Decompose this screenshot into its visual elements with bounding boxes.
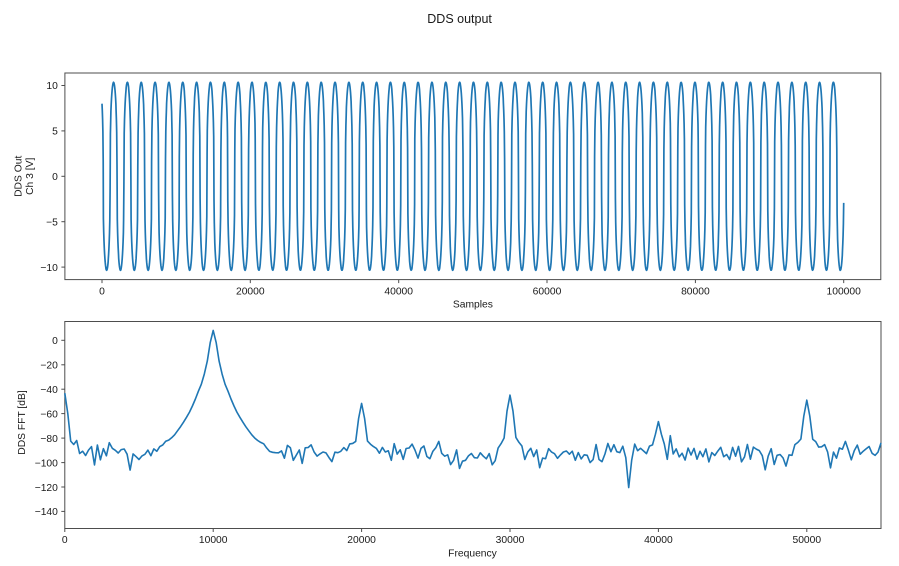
svg-text:20000: 20000 xyxy=(347,535,376,546)
svg-text:DDS Out: DDS Out xyxy=(13,156,24,197)
svg-text:−20: −20 xyxy=(40,361,58,372)
svg-text:−40: −40 xyxy=(40,385,58,396)
svg-text:20000: 20000 xyxy=(236,286,265,297)
svg-text:0: 0 xyxy=(99,286,105,297)
svg-text:DDS output: DDS output xyxy=(427,12,492,26)
svg-text:10: 10 xyxy=(46,81,58,92)
svg-text:30000: 30000 xyxy=(496,535,525,546)
svg-text:−120: −120 xyxy=(35,483,58,494)
svg-text:80000: 80000 xyxy=(681,286,710,297)
svg-text:0: 0 xyxy=(52,172,58,183)
svg-text:−10: −10 xyxy=(40,263,58,274)
svg-text:−60: −60 xyxy=(40,409,58,420)
svg-text:0: 0 xyxy=(52,336,58,347)
svg-text:50000: 50000 xyxy=(792,535,821,546)
svg-text:Ch 3 [V]: Ch 3 [V] xyxy=(25,158,36,195)
svg-text:40000: 40000 xyxy=(644,535,673,546)
svg-text:−140: −140 xyxy=(35,507,58,518)
svg-text:Samples: Samples xyxy=(453,300,493,311)
svg-text:−5: −5 xyxy=(46,217,58,228)
svg-text:DDS FFT [dB]: DDS FFT [dB] xyxy=(17,390,28,455)
svg-text:0: 0 xyxy=(62,535,68,546)
svg-text:−80: −80 xyxy=(40,434,58,445)
svg-text:40000: 40000 xyxy=(384,286,413,297)
svg-text:10000: 10000 xyxy=(199,535,228,546)
svg-text:60000: 60000 xyxy=(533,286,562,297)
svg-text:−100: −100 xyxy=(35,458,58,469)
svg-text:Frequency: Frequency xyxy=(448,549,498,560)
svg-text:5: 5 xyxy=(52,127,58,138)
svg-text:100000: 100000 xyxy=(827,286,862,297)
